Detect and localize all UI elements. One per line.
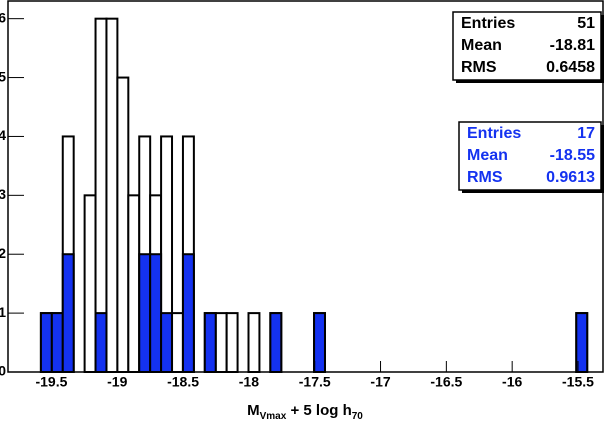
x-tick-label: -17	[370, 374, 390, 390]
histogram-bar	[105, 17, 119, 374]
y-tick-label: 3	[0, 186, 6, 202]
y-tick-label: 4	[0, 127, 6, 143]
x-title-sub: Vmax	[260, 411, 287, 422]
y-tick-label: 0	[0, 363, 6, 379]
histogram-bar	[214, 312, 228, 374]
histogram-bar	[50, 312, 64, 374]
stats-label: RMS	[467, 169, 503, 186]
x-tick-label: -19.5	[35, 374, 67, 390]
histogram-bar	[149, 253, 163, 374]
histogram-bar	[225, 312, 239, 374]
stats-box	[458, 121, 602, 191]
histogram-bar	[160, 312, 174, 374]
y-tick-label: 2	[0, 245, 6, 261]
histogram-bar	[94, 312, 108, 374]
stats-box	[452, 11, 602, 81]
stats-label: Mean	[461, 37, 502, 54]
histogram-bar	[116, 76, 130, 374]
y-tick-label: 6	[0, 9, 6, 25]
stats-value: 51	[577, 15, 595, 32]
stats-label: Mean	[467, 147, 508, 164]
x-tick-label: -16	[502, 374, 522, 390]
stats-value: -18.81	[550, 37, 595, 54]
x-tick-label: -16.5	[430, 374, 462, 390]
histogram-bar	[61, 253, 75, 374]
x-tick-label: -15.5	[562, 374, 594, 390]
stats-value: 17	[577, 125, 595, 142]
x-title-mid: + 5 log h	[286, 402, 351, 419]
x-tick-label: -19	[107, 374, 127, 390]
x-tick-label: -18.5	[167, 374, 199, 390]
y-tick-label: 1	[0, 304, 6, 320]
x-title-sub: 70	[352, 411, 364, 422]
histogram-bar	[138, 253, 152, 374]
stats-label: RMS	[461, 59, 497, 76]
stats-label: Entries	[461, 15, 515, 32]
histogram-bar	[181, 253, 195, 374]
histogram-bar	[83, 194, 97, 373]
stats-value: 0.6458	[546, 59, 595, 76]
histogram-bar	[247, 312, 261, 374]
x-axis-title: MVmax + 5 log h70	[247, 402, 363, 422]
stats-value: 0.9613	[546, 169, 595, 186]
x-tick-label: -17.5	[299, 374, 331, 390]
stats-value: -18.55	[550, 147, 595, 164]
x-tick-label: -18	[239, 374, 259, 390]
histogram-bar	[39, 312, 53, 374]
histogram-bar	[313, 312, 326, 374]
x-title-main: M	[247, 402, 260, 419]
y-tick-label: 5	[0, 68, 6, 84]
histogram-bar	[203, 312, 217, 374]
stats-label: Entries	[467, 125, 521, 142]
histogram-bar	[269, 312, 283, 374]
histogram-bar	[127, 194, 141, 373]
histogram-bar	[171, 312, 184, 374]
